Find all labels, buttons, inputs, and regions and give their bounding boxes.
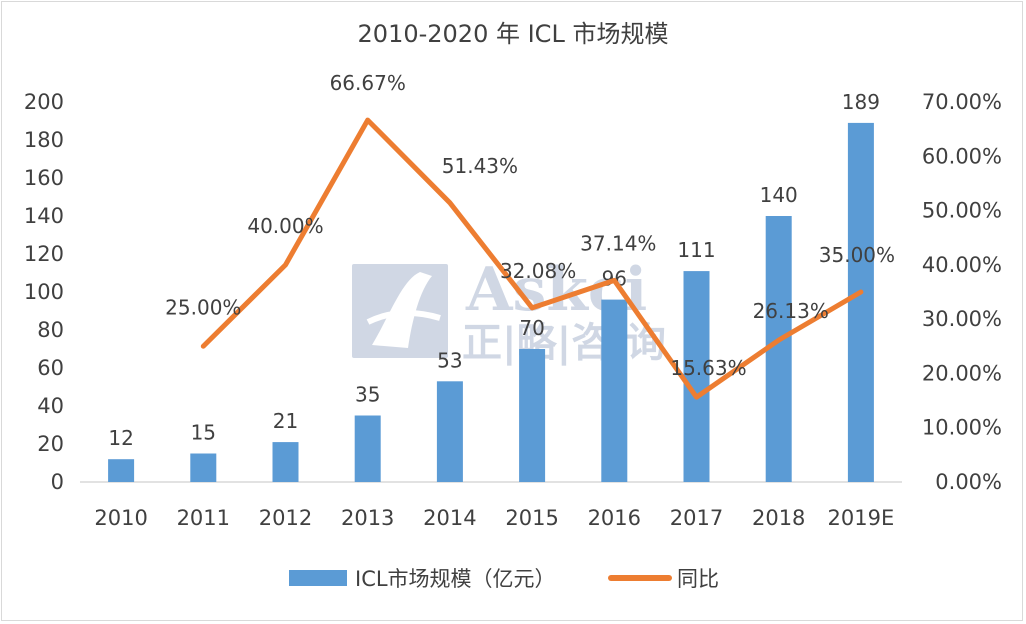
bar-label-2017: 111 (677, 238, 715, 262)
bar-label-2014: 53 (437, 348, 462, 372)
bar-2012 (272, 442, 299, 482)
x-tick-2012: 2012 (259, 506, 312, 530)
line-label-2015: 32.08% (500, 259, 576, 283)
y-left-tick-200: 200 (24, 90, 64, 114)
y-right-tick-60.00%: 60.00% (922, 144, 1002, 168)
y-right-tick-10.00%: 10.00% (922, 416, 1002, 440)
x-tick-2010: 2010 (94, 506, 147, 530)
y-left-tick-40: 40 (37, 394, 64, 418)
y-right-tick-30.00%: 30.00% (922, 307, 1002, 331)
line-label-2012: 40.00% (247, 214, 323, 238)
bar-series (108, 122, 874, 483)
bar-2013 (354, 415, 381, 482)
x-tick-2017: 2017 (670, 506, 723, 530)
line-label-2011: 25.00% (165, 295, 241, 319)
x-tick-2011: 2011 (177, 506, 230, 530)
x-tick-2015: 2015 (505, 506, 558, 530)
y-left-tick-180: 180 (24, 128, 64, 152)
y-right-tick-20.00%: 20.00% (922, 361, 1002, 385)
bar-2019E (847, 122, 874, 483)
line-series (200, 117, 864, 400)
watermark-cn: 正|略|咨|询 (462, 320, 666, 367)
bar-2016 (601, 299, 628, 482)
bar-label-2018: 140 (760, 183, 798, 207)
x-tick-2019E: 2019E (828, 506, 895, 530)
y-left-tick-0: 0 (51, 470, 64, 494)
x-axis-ticks: 2010 2011 2012 2013 2014 2015 2016 2017 2018 2019… (94, 506, 894, 530)
y-left-tick-160: 160 (24, 166, 64, 190)
line-data-labels: 25.00% 40.00% 66.67% 51.43% 32.08%37.14% 15.6… (165, 71, 895, 380)
bar-2014 (436, 381, 463, 482)
y-right-tick-70.00%: 70.00% (922, 90, 1002, 114)
bar-2010 (108, 459, 135, 482)
y-left-tick-120: 120 (24, 242, 64, 266)
bar-label-2012: 21 (273, 409, 298, 433)
x-tick-2013: 2013 (341, 506, 394, 530)
watermark: Askci 正|略|咨|询 (352, 255, 666, 367)
line-label-2016: 37.14% (580, 231, 656, 255)
line-label-2018: 26.13% (753, 299, 829, 323)
y-left-tick-140: 140 (24, 204, 64, 228)
line-label-2014: 51.43% (442, 154, 518, 178)
y-right-tick-50.00%: 50.00% (922, 199, 1002, 223)
bar-label-2011: 15 (191, 421, 216, 445)
y-right-tick-0.00%: 0.00% (935, 470, 1002, 494)
bar-2017 (683, 271, 710, 482)
chart-title: 2010-2020 年 ICL 市场规模 (358, 20, 669, 48)
line-label-2013: 66.67% (330, 71, 406, 95)
bar-label-2013: 35 (355, 383, 380, 407)
legend-label-line: 同比 (677, 567, 719, 591)
y-left-tick-60: 60 (37, 356, 64, 380)
y-left-tick-20: 20 (37, 432, 64, 456)
bar-2011 (190, 453, 217, 482)
bar-label-2019E: 189 (842, 90, 880, 114)
x-tick-2016: 2016 (588, 506, 641, 530)
y-axis-left-ticks: 0 20 40 60 80 100 120 140 160 180 200 (24, 90, 64, 494)
line-label-2019E: 35.00% (819, 243, 895, 267)
bar-label-2010: 12 (108, 426, 133, 450)
y-left-tick-100: 100 (24, 280, 64, 304)
y-right-tick-40.00%: 40.00% (922, 253, 1002, 277)
y-left-tick-80: 80 (37, 318, 64, 342)
watermark-logo (352, 264, 448, 358)
legend: ICL市场规模（亿元） 同比 (289, 567, 719, 591)
legend-swatch-bar (289, 570, 347, 586)
legend-label-bar: ICL市场规模（亿元） (355, 567, 556, 591)
x-tick-2018: 2018 (752, 506, 805, 530)
bar-2015 (519, 349, 546, 482)
x-tick-2014: 2014 (423, 506, 476, 530)
y-axis-right-ticks: 0.00% 10.00% 20.00% 30.00% 40.00% 50.00% 60.00… (922, 90, 1002, 494)
line-label-2017: 15.63% (670, 356, 746, 380)
bar-label-2015: 70 (519, 316, 544, 340)
